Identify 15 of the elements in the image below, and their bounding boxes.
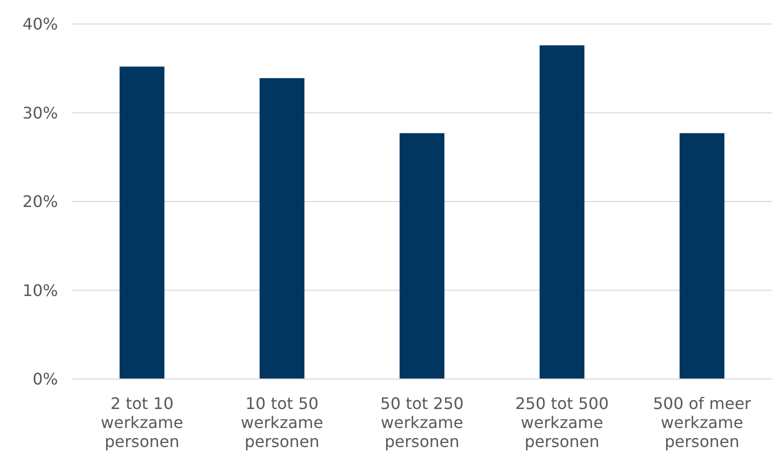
- y-tick-label: 30%: [22, 103, 58, 122]
- x-tick-label: 50 tot 250 werkzame personen: [380, 394, 464, 451]
- bar: [540, 45, 584, 379]
- y-tick-label: 10%: [22, 280, 58, 300]
- x-tick-label: 2 tot 10 werkzame personen: [100, 394, 184, 451]
- bar: [120, 66, 164, 379]
- x-tick-label: 500 of meer werkzame personen: [653, 394, 752, 451]
- x-tick-label: 250 tot 500 werkzame personen: [515, 394, 609, 451]
- bar: [260, 78, 304, 379]
- x-tick-label: 10 tot 50 werkzame personen: [240, 394, 324, 451]
- bar: [680, 133, 724, 379]
- y-tick-label: 20%: [22, 192, 58, 212]
- bar: [400, 133, 444, 379]
- y-tick-label: 40%: [22, 14, 58, 34]
- y-tick-label: 0%: [32, 370, 58, 389]
